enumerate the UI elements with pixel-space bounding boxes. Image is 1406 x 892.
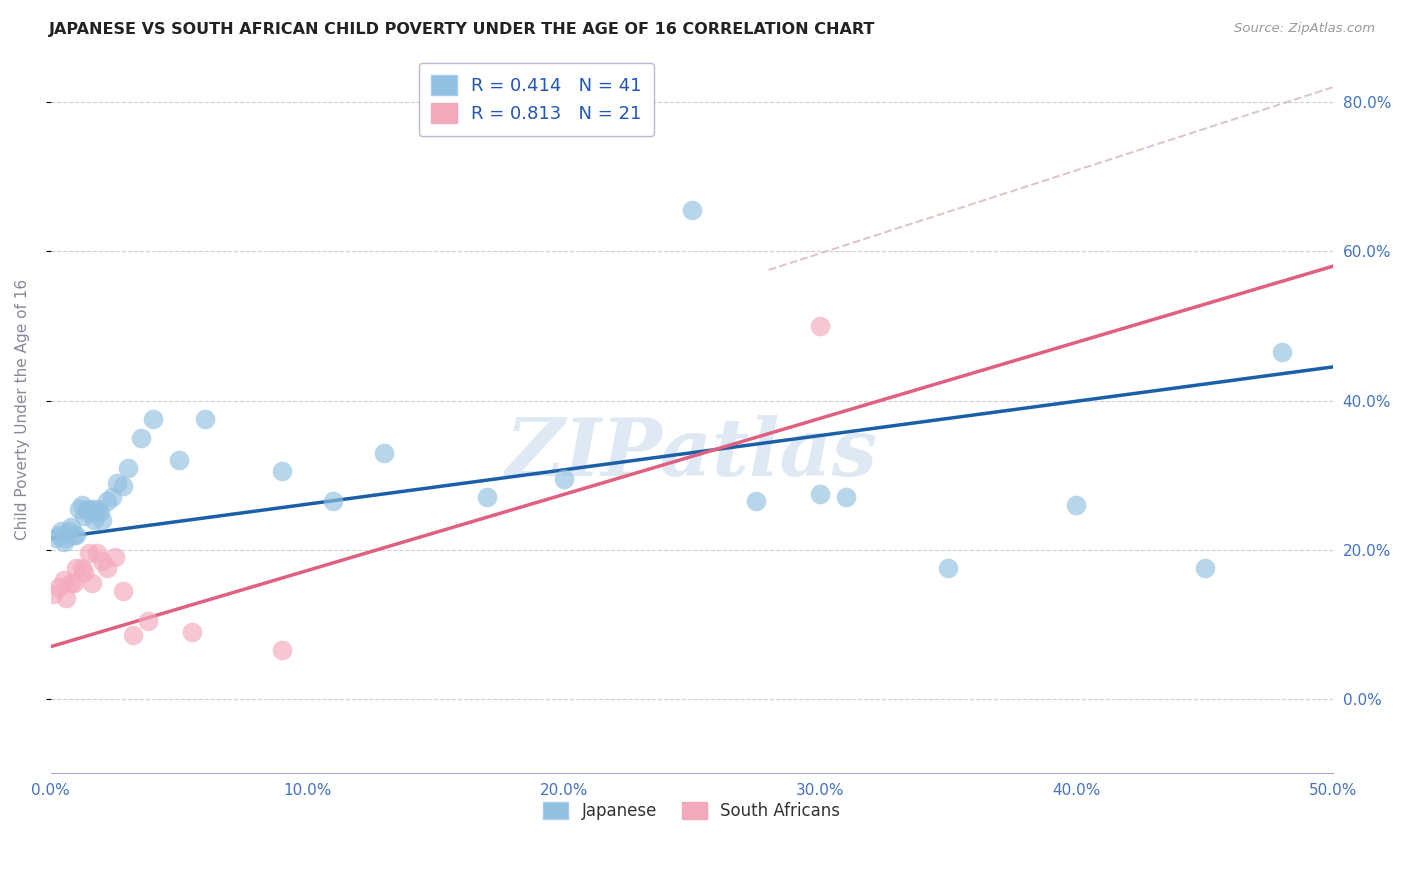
Y-axis label: Child Poverty Under the Age of 16: Child Poverty Under the Age of 16	[15, 279, 30, 541]
Point	[808, 487, 831, 501]
Point	[270, 643, 292, 657]
Point	[60, 520, 83, 534]
Point	[52, 573, 75, 587]
Point	[60, 576, 83, 591]
Point	[58, 524, 80, 538]
Point	[117, 460, 139, 475]
Point	[194, 412, 217, 426]
Point	[475, 491, 498, 505]
Legend: Japanese, South Africans: Japanese, South Africans	[537, 796, 846, 827]
Point	[79, 505, 101, 519]
Point	[373, 446, 395, 460]
Point	[91, 554, 114, 568]
Point	[681, 203, 703, 218]
Point	[96, 561, 118, 575]
Point	[80, 501, 103, 516]
Point	[63, 528, 86, 542]
Point	[270, 464, 292, 478]
Point	[65, 561, 87, 575]
Point	[745, 494, 768, 508]
Point	[48, 580, 70, 594]
Point	[91, 513, 114, 527]
Point	[322, 494, 344, 508]
Point	[122, 628, 145, 642]
Point	[49, 524, 72, 538]
Point	[1270, 345, 1292, 359]
Point	[86, 546, 108, 560]
Point	[936, 561, 959, 575]
Text: ZIPatlas: ZIPatlas	[506, 415, 877, 492]
Point	[1066, 498, 1088, 512]
Point	[65, 528, 87, 542]
Point	[136, 614, 159, 628]
Point	[76, 501, 98, 516]
Point	[111, 479, 134, 493]
Point	[55, 532, 77, 546]
Point	[107, 475, 129, 490]
Point	[104, 550, 127, 565]
Point	[808, 318, 831, 333]
Point	[101, 491, 124, 505]
Point	[83, 513, 105, 527]
Point	[79, 546, 101, 560]
Point	[142, 412, 165, 426]
Text: Source: ZipAtlas.com: Source: ZipAtlas.com	[1234, 22, 1375, 36]
Point	[834, 491, 856, 505]
Point	[86, 501, 108, 516]
Point	[48, 528, 70, 542]
Point	[180, 624, 202, 639]
Point	[80, 576, 103, 591]
Point	[553, 472, 575, 486]
Point	[96, 494, 118, 508]
Point	[63, 576, 86, 591]
Point	[1194, 561, 1216, 575]
Point	[52, 535, 75, 549]
Point	[70, 498, 93, 512]
Point	[70, 561, 93, 575]
Point	[167, 453, 190, 467]
Text: JAPANESE VS SOUTH AFRICAN CHILD POVERTY UNDER THE AGE OF 16 CORRELATION CHART: JAPANESE VS SOUTH AFRICAN CHILD POVERTY …	[49, 22, 876, 37]
Point	[42, 587, 65, 601]
Point	[55, 591, 77, 606]
Point	[67, 501, 90, 516]
Point	[111, 583, 134, 598]
Point	[89, 505, 111, 519]
Point	[45, 532, 67, 546]
Point	[73, 565, 96, 579]
Point	[129, 431, 152, 445]
Point	[73, 509, 96, 524]
